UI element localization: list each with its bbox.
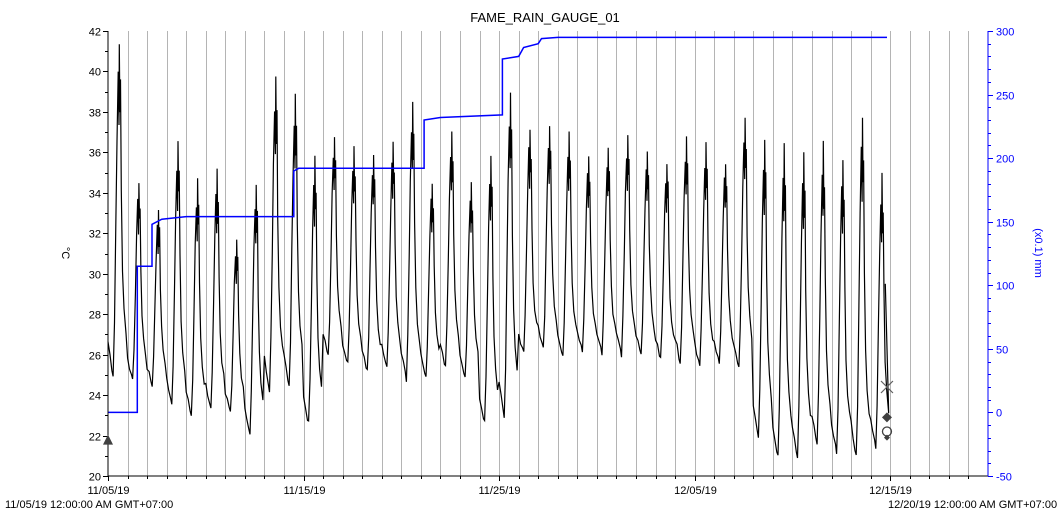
- marker-layer: [103, 380, 894, 445]
- series-layer: [107, 36, 890, 459]
- y-tick-label: 28: [89, 310, 101, 322]
- diamond-marker: [881, 412, 892, 423]
- y-tick-label: 24: [89, 391, 101, 403]
- rainfall-line: [108, 36, 887, 414]
- chart-title: FAME_RAIN_GAUGE_01: [470, 10, 620, 25]
- temperature-line: [107, 44, 890, 459]
- triangle-marker: [103, 434, 113, 445]
- tick-layer: 20 22 24 26 28 30 32 34 36 38 40 42 -50 0 50 100 150 200 2…: [87, 27, 1014, 498]
- y-axis-label: °C: [59, 247, 71, 259]
- y-tick-label: 22: [89, 432, 101, 444]
- y-tick-label: 26: [89, 351, 101, 363]
- y2-tick-label: 50: [996, 345, 1008, 357]
- y-tick-label: 32: [89, 229, 101, 241]
- y-tick-label: 38: [89, 108, 101, 120]
- y2-tick-label: 200: [996, 154, 1014, 166]
- x-tick-label: 11/15/19: [283, 485, 325, 497]
- y2-tick-label: 300: [996, 27, 1014, 39]
- y2-axis-label: (x0.1) mm: [1032, 228, 1044, 278]
- y2-tick-label: 100: [996, 281, 1014, 293]
- y-tick-label: 34: [89, 189, 101, 201]
- small-diamond-marker: [883, 434, 890, 441]
- x-tick-label: 12/05/19: [674, 485, 717, 497]
- x-tick-label: 12/15/19: [869, 485, 912, 497]
- cross-marker: [880, 380, 894, 394]
- y-tick-label: 36: [89, 148, 101, 160]
- y-tick-label: 42: [89, 27, 101, 39]
- x-tick-label: 11/05/19: [87, 485, 129, 497]
- x-range-start-label: 11/05/19 12:00:00 AM GMT+07:00: [5, 499, 173, 511]
- y-tick-label: 20: [89, 472, 101, 484]
- y-tick-label: 30: [89, 270, 101, 282]
- axes: [107, 31, 989, 477]
- y2-tick-label: 250: [996, 91, 1014, 103]
- y2-tick-label: 0: [996, 408, 1002, 420]
- grid: [128, 31, 969, 476]
- x-tick-label: 11/25/19: [478, 485, 520, 497]
- y2-tick-label: 150: [996, 218, 1014, 230]
- y2-tick-label: -50: [996, 472, 1012, 484]
- y-tick-label: 40: [89, 67, 101, 79]
- x-range-end-label: 12/20/19 12:00:00 AM GMT+07:00: [888, 499, 1057, 511]
